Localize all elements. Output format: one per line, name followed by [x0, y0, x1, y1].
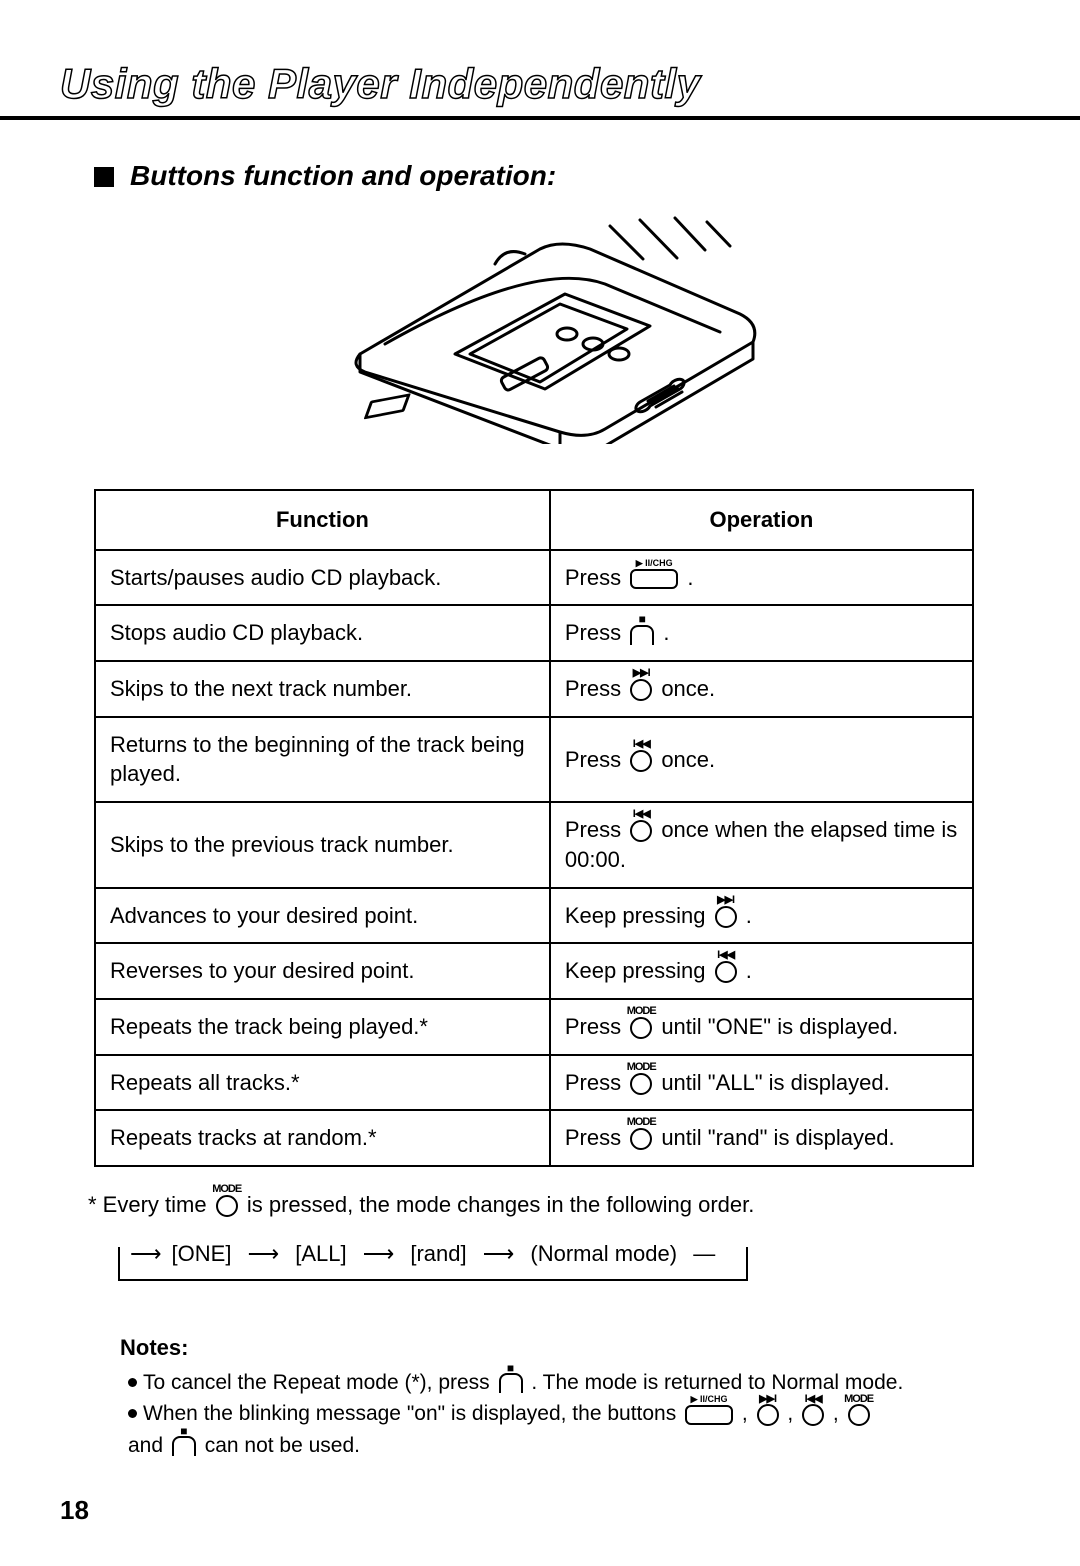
function-cell: Repeats the track being played.* — [95, 999, 550, 1055]
round-button-icon — [848, 1404, 870, 1426]
section-bullet-icon — [94, 167, 114, 187]
round-button-icon — [630, 1073, 652, 1095]
round-button-icon — [715, 906, 737, 928]
function-cell: Skips to the next track number. — [95, 661, 550, 717]
play-chg-button-icon — [685, 1405, 733, 1425]
notes-list: To cancel the Repeat mode (*), press . T… — [128, 1367, 1020, 1462]
round-button-icon — [802, 1404, 824, 1426]
function-cell: Repeats all tracks.* — [95, 1055, 550, 1111]
function-cell: Starts/pauses audio CD playback. — [95, 550, 550, 606]
round-button-icon — [630, 1017, 652, 1039]
round-button-icon — [630, 679, 652, 701]
stop-button-icon — [169, 1434, 199, 1457]
function-cell: Stops audio CD playback. — [95, 605, 550, 661]
mode-button-icon — [213, 1192, 241, 1217]
note-2: When the blinking message "on" is displa… — [128, 1398, 1020, 1461]
function-cell: Skips to the previous track number. — [95, 802, 550, 887]
operation-cell: Press until "ALL" is displayed. — [550, 1055, 973, 1111]
table-row: Starts/pauses audio CD playback.Press . — [95, 550, 973, 606]
footnote-after: is pressed, the mode changes in the foll… — [247, 1192, 755, 1217]
player-illustration — [60, 214, 1020, 449]
table-row: Repeats the track being played.*Press un… — [95, 999, 973, 1055]
page-title: Using the Player Independently — [60, 60, 1020, 108]
function-cell: Reverses to your desired point. — [95, 943, 550, 999]
stop-button-icon — [172, 1436, 196, 1456]
stop-button-icon — [630, 625, 654, 645]
round-button-icon — [757, 1404, 779, 1426]
round-button-icon — [715, 961, 737, 983]
operation-cell: Keep pressing . — [550, 888, 973, 944]
function-cell: Advances to your desired point. — [95, 888, 550, 944]
operation-cell: Press until "rand" is displayed. — [550, 1110, 973, 1166]
table-row: Stops audio CD playback.Press . — [95, 605, 973, 661]
section-heading-text: Buttons function and operation: — [130, 160, 556, 191]
note-2-after: can not be used. — [199, 1434, 360, 1457]
stop-button-icon — [496, 1371, 526, 1394]
round-button-icon — [630, 750, 652, 772]
operation-cell: Keep pressing . — [550, 943, 973, 999]
round-button-icon — [216, 1195, 238, 1217]
round-button-icon — [630, 820, 652, 842]
note-2-middle: and — [128, 1434, 169, 1457]
mode-cycle-diagram: ⟶[ONE] ⟶ [ALL] ⟶ [rand] ⟶ (Normal mode) … — [120, 1229, 1020, 1293]
operation-cell: Press once. — [550, 717, 973, 802]
play-chg-button-icon — [630, 569, 678, 589]
function-table: Function Operation Starts/pauses audio C… — [94, 489, 974, 1167]
section-heading: Buttons function and operation: — [94, 160, 1020, 192]
note-1: To cancel the Repeat mode (*), press . T… — [128, 1367, 1020, 1399]
table-row: Skips to the previous track number.Press… — [95, 802, 973, 887]
col-function: Function — [95, 490, 550, 550]
col-operation: Operation — [550, 490, 973, 550]
function-cell: Repeats tracks at random.* — [95, 1110, 550, 1166]
page-number: 18 — [60, 1495, 1020, 1526]
table-row: Skips to the next track number.Press onc… — [95, 661, 973, 717]
footnote-before: * Every time — [88, 1192, 213, 1217]
table-row: Advances to your desired point.Keep pres… — [95, 888, 973, 944]
operation-cell: Press once. — [550, 661, 973, 717]
title-rule — [0, 116, 1080, 120]
bullet-icon — [128, 1378, 137, 1387]
table-row: Repeats tracks at random.*Press until "r… — [95, 1110, 973, 1166]
note-2-before: When the blinking message "on" is displa… — [143, 1402, 682, 1425]
notes-heading: Notes: — [120, 1335, 1020, 1361]
note-1-before: To cancel the Repeat mode (*), press — [143, 1371, 496, 1394]
round-button-icon — [630, 1128, 652, 1150]
operation-cell: Press once when the elapsed time is 00:0… — [550, 802, 973, 887]
table-row: Returns to the beginning of the track be… — [95, 717, 973, 802]
function-cell: Returns to the beginning of the track be… — [95, 717, 550, 802]
table-row: Reverses to your desired point.Keep pres… — [95, 943, 973, 999]
mode-cycle-return-arrow — [118, 1247, 748, 1281]
stop-button-icon — [499, 1373, 523, 1393]
operation-cell: Press until "ONE" is displayed. — [550, 999, 973, 1055]
operation-cell: Press . — [550, 550, 973, 606]
operation-cell: Press . — [550, 605, 973, 661]
mode-footnote: * Every time is pressed, the mode change… — [88, 1189, 1020, 1221]
bullet-icon — [128, 1409, 137, 1418]
cd-player-icon — [305, 214, 775, 444]
note-2-button-group: , , , — [682, 1402, 873, 1425]
table-row: Repeats all tracks.*Press until "ALL" is… — [95, 1055, 973, 1111]
